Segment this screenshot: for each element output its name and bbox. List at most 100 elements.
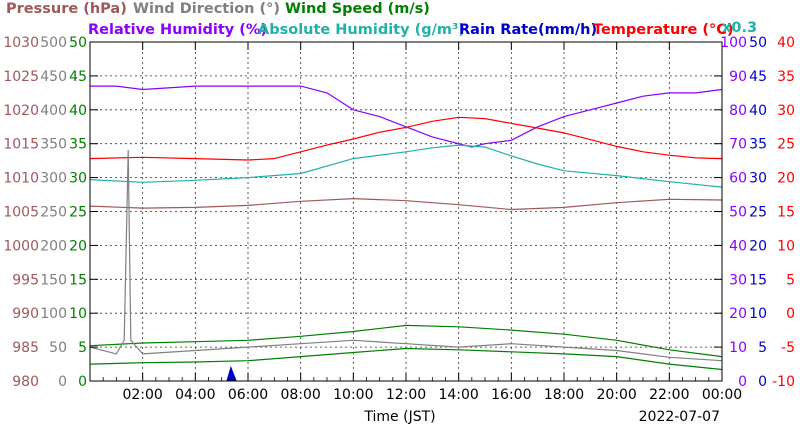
- tick-label-relative-humidity: 100: [720, 35, 747, 51]
- tick-label-wind-speed: 30: [69, 171, 87, 187]
- series-layer: [89, 85, 723, 382]
- tick-label-relative-humidity: 80: [729, 103, 747, 119]
- tick-label-wind-direction: 350: [40, 137, 67, 153]
- tick-label-wind-speed: 0: [78, 374, 87, 390]
- tick-label-wind-direction: 300: [40, 171, 67, 187]
- tick-label-wind-direction: 400: [40, 103, 67, 119]
- tick-label-rain-rate: 15: [749, 272, 767, 288]
- tick-label-wind-direction: 50: [49, 340, 67, 356]
- tick-label-rain-rate: 25: [749, 205, 767, 221]
- series-wind-direction: [89, 149, 723, 362]
- tick-label-rain-rate: 35: [749, 137, 767, 153]
- tick-label-rain-rate: 0: [758, 374, 767, 390]
- tick-label-wind-direction: 500: [40, 35, 67, 51]
- tick-label-temperature: 30: [777, 103, 795, 119]
- right-axes: 1009080706050403020100504540353025201510…: [714, 35, 795, 390]
- legend-rain-rate: Rain Rate(mm/h): [459, 22, 597, 38]
- tick-label-relative-humidity: 90: [729, 69, 747, 85]
- x-axis: 02:00 04:00 06:00 08:00 10:00 12:00 14:00 16:00…: [102, 42, 742, 403]
- tick-label-pressure: 1015: [3, 137, 39, 153]
- tick-label-wind-direction: 450: [40, 69, 67, 85]
- tick-label-relative-humidity: 60: [729, 171, 747, 187]
- tick-label-relative-humidity: 10: [729, 340, 747, 356]
- tick-label-temperature: 40: [777, 35, 795, 51]
- left-axes: 1030102510201015101010051000995990985980…: [3, 35, 98, 390]
- tick-label-pressure: 1020: [3, 103, 39, 119]
- tick-label-relative-humidity: 20: [729, 306, 747, 322]
- tick-label-wind-speed: 5: [78, 340, 87, 356]
- tick-label-temperature: 15: [777, 205, 795, 221]
- tick-label-wind-direction: 0: [58, 374, 67, 390]
- series-wind-speed-gust-m-s: [89, 324, 723, 358]
- tick-label-wind-speed: 45: [69, 69, 87, 85]
- tick-label-x: 12:00: [386, 387, 426, 403]
- tick-label-rain-rate: 10: [749, 306, 767, 322]
- tick-label-rain-rate: 20: [749, 238, 767, 254]
- tick-label-relative-humidity: 30: [729, 272, 747, 288]
- tick-label-temperature: 20: [777, 171, 795, 187]
- tick-label-rain-rate: 5: [758, 340, 767, 356]
- tick-label-temperature: 0: [786, 306, 795, 322]
- tick-label-pressure: 995: [12, 272, 39, 288]
- tick-label-rain-rate: 50: [749, 35, 767, 51]
- tick-label-wind-speed: 35: [69, 137, 87, 153]
- tick-label-pressure: 1010: [3, 171, 39, 187]
- tick-label-wind-direction: 250: [40, 205, 67, 221]
- tick-label-pressure: 1030: [3, 35, 39, 51]
- tick-label-pressure: 1025: [3, 69, 39, 85]
- legend: Pressure (hPa) Wind Direction (°) Wind S…: [6, 1, 757, 38]
- tick-label-x: 18:00: [544, 387, 584, 403]
- tick-label-x: 10:00: [333, 387, 373, 403]
- tick-label-temperature: -5: [781, 340, 795, 356]
- tick-label-rain-rate: 40: [749, 103, 767, 119]
- tick-label-wind-speed: 40: [69, 103, 87, 119]
- tick-label-wind-speed: 50: [69, 35, 87, 51]
- tick-label-wind-direction: 100: [40, 306, 67, 322]
- tick-label-x: 16:00: [491, 387, 531, 403]
- tick-label-x: 14:00: [438, 387, 478, 403]
- legend-absolute-humidity: Absolute Humidity (g/m³): [258, 22, 465, 38]
- legend-abs-humidity-scale: x0.3: [722, 20, 757, 36]
- tick-label-x: 06:00: [228, 387, 268, 403]
- chart-date: 2022-07-07: [639, 409, 720, 425]
- grid: [90, 42, 722, 381]
- tick-label-relative-humidity: 40: [729, 238, 747, 254]
- tick-label-x: 02:00: [122, 387, 162, 403]
- tick-label-relative-humidity: 0: [738, 374, 747, 390]
- tick-label-x: 04:00: [175, 387, 215, 403]
- tick-label-wind-speed: 25: [69, 205, 87, 221]
- series-pressure-hpa: [89, 198, 723, 211]
- legend-temperature: Temperature (°C): [593, 22, 734, 38]
- tick-label-pressure: 1000: [3, 238, 39, 254]
- legend-relative-humidity: Relative Humidity (%): [88, 22, 267, 38]
- tick-label-temperature: 10: [777, 238, 795, 254]
- tick-label-temperature: 5: [786, 272, 795, 288]
- tick-label-rain-rate: 30: [749, 171, 767, 187]
- legend-wind-direction: Wind Direction (°): [133, 1, 280, 17]
- tick-label-wind-speed: 10: [69, 306, 87, 322]
- tick-label-relative-humidity: 50: [729, 205, 747, 221]
- series-absolute-humidity-g-m: [89, 144, 723, 188]
- tick-label-pressure: 985: [12, 340, 39, 356]
- tick-label-temperature: 25: [777, 137, 795, 153]
- tick-label-wind-direction: 200: [40, 238, 67, 254]
- tick-label-rain-rate: 45: [749, 69, 767, 85]
- series-relative-humidity: [90, 85, 723, 148]
- tick-label-relative-humidity: 70: [729, 137, 747, 153]
- series-temperature-c: [89, 116, 723, 161]
- tick-label-temperature: 35: [777, 69, 795, 85]
- legend-pressure: Pressure (hPa): [6, 1, 127, 17]
- legend-wind-speed: Wind Speed (m/s): [285, 1, 430, 17]
- tick-label-x: 20:00: [596, 387, 636, 403]
- tick-label-wind-direction: 150: [40, 272, 67, 288]
- tick-label-temperature: -10: [772, 374, 795, 390]
- tick-label-wind-speed: 20: [69, 238, 87, 254]
- tick-label-x: 22:00: [649, 387, 689, 403]
- tick-label-pressure: 980: [12, 374, 39, 390]
- tick-label-pressure: 990: [12, 306, 39, 322]
- tick-label-wind-speed: 15: [69, 272, 87, 288]
- tick-label-x: 08:00: [280, 387, 320, 403]
- x-axis-label: Time (JST): [363, 409, 435, 425]
- tick-label-x: 00:00: [702, 387, 742, 403]
